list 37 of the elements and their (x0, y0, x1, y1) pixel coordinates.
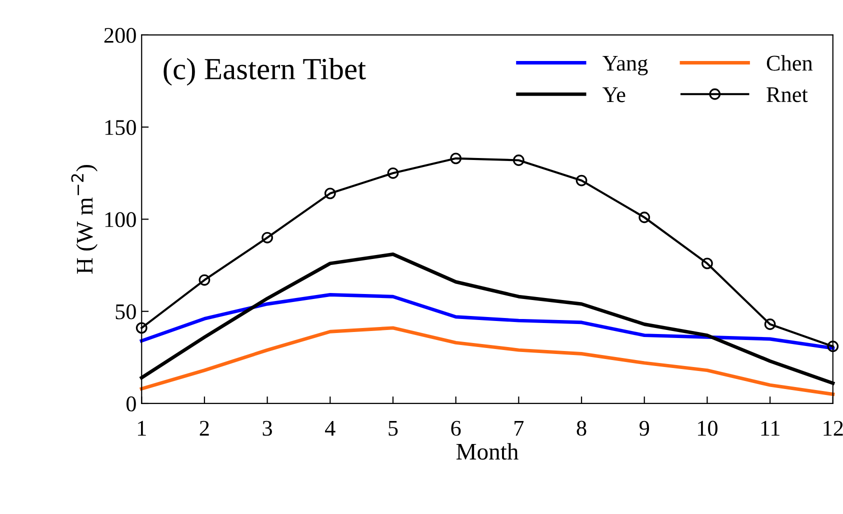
x-tick-label: 9 (640, 420, 650, 436)
legend-label: Chen (766, 55, 813, 71)
point (387, 167, 399, 179)
x-tick-label: 5 (388, 421, 398, 436)
x-tick-label: 8 (576, 420, 586, 436)
point (450, 152, 462, 164)
x-axis-title: Month (456, 443, 518, 460)
legend-label: Ye (602, 87, 626, 102)
x-tick-label: 2 (200, 420, 209, 436)
y-tick-label: 50 (116, 304, 136, 320)
x-tick-label: 6 (451, 420, 461, 436)
x-tick-label: 11 (761, 420, 780, 436)
point (198, 274, 210, 286)
point (512, 154, 524, 166)
point (136, 322, 148, 334)
annotation: (c) Eastern Tibet (164, 58, 366, 86)
point (702, 258, 713, 270)
point (576, 174, 588, 186)
point (638, 212, 650, 224)
point (262, 232, 274, 244)
x-tick-label: 12 (824, 420, 843, 436)
x-tick-label: 3 (262, 420, 272, 436)
y-tick-label: 0 (126, 396, 136, 412)
x-tick-label: 10 (698, 420, 718, 436)
y-tick-label: 150 (105, 120, 136, 136)
legend-label: Rnet (766, 87, 808, 102)
y-tick-label: 200 (104, 28, 136, 43)
x-tick-label: 1 (138, 420, 146, 436)
line-series (140, 326, 835, 396)
x-tick-label: 4 (325, 420, 336, 436)
y-axis-title: H (W m$^{−2}$) (71, 165, 98, 274)
y-tick-label: 100 (105, 212, 136, 228)
point (827, 340, 839, 352)
point (324, 188, 336, 200)
x-tick-label: 7 (514, 421, 524, 436)
point (764, 318, 776, 330)
legend-label: Yang (602, 56, 648, 76)
